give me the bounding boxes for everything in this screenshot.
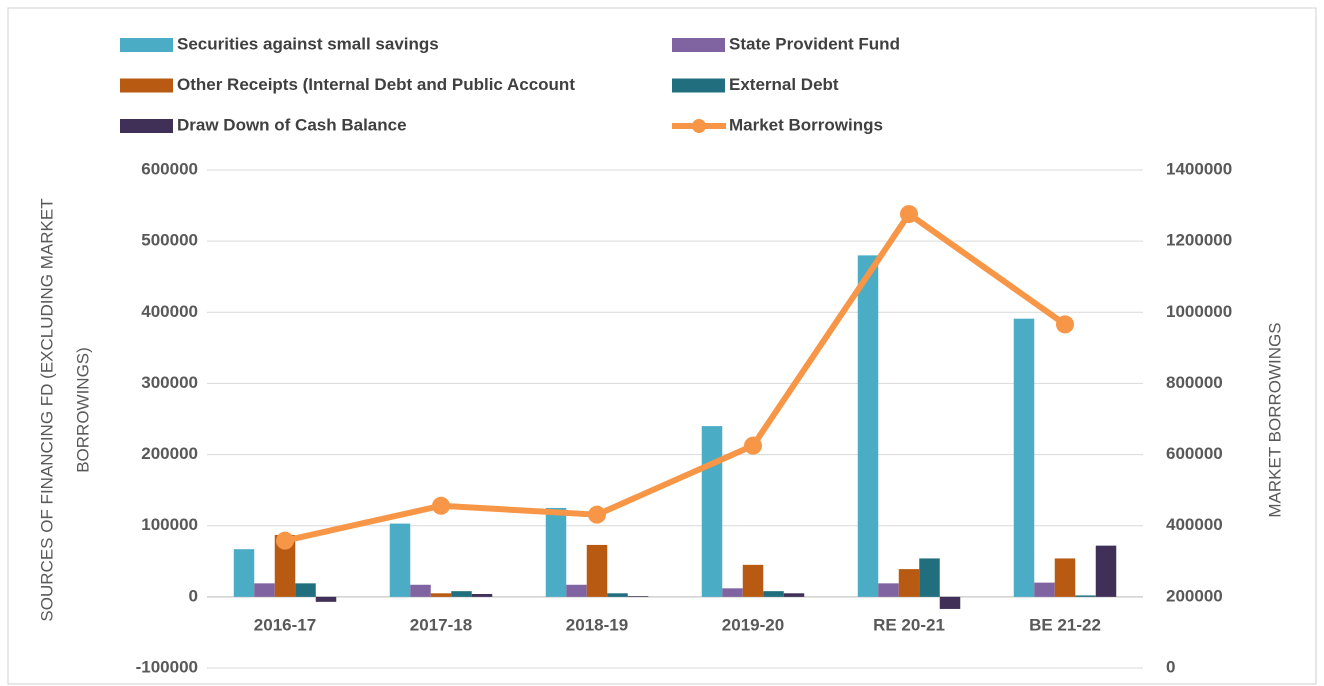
x-tick-label: 2016-17 <box>254 615 316 634</box>
y-tick-label: 0 <box>189 586 198 605</box>
y-tick-label: 100000 <box>141 515 198 534</box>
legend-swatch <box>672 78 725 93</box>
y-tick-label: 600000 <box>141 159 198 178</box>
y-tick-label: -100000 <box>136 657 198 676</box>
bar <box>742 564 764 597</box>
bar <box>878 583 899 597</box>
bar <box>274 534 296 597</box>
bar <box>898 569 920 597</box>
legend-swatch <box>120 38 173 52</box>
y2-tick-label: 600000 <box>1166 444 1223 463</box>
bar <box>545 507 567 597</box>
bar <box>389 523 411 597</box>
x-tick-label: BE 21-22 <box>1029 615 1101 634</box>
y-tick-label: 200000 <box>141 444 198 463</box>
bar <box>919 558 940 597</box>
y2-tick-label: 1200000 <box>1166 231 1232 250</box>
line-marker <box>276 531 294 550</box>
bar <box>586 544 608 597</box>
line-marker <box>900 205 918 224</box>
bar <box>783 593 805 597</box>
legend-label: Market Borrowings <box>729 115 883 134</box>
bar <box>857 255 879 597</box>
y2-tick-label: 800000 <box>1166 373 1223 392</box>
bar <box>1034 582 1055 597</box>
bar <box>254 583 275 597</box>
x-tick-label: 2017-18 <box>410 615 472 634</box>
bar <box>1054 558 1076 597</box>
y-axis-title: BORROWINGS) <box>73 347 92 473</box>
x-tick-label: 2019-20 <box>722 615 784 634</box>
legend-swatch <box>692 119 706 133</box>
y2-tick-label: 1400000 <box>1166 159 1232 178</box>
bar <box>410 584 431 597</box>
bar <box>701 426 723 597</box>
legend-label: External Debt <box>729 75 839 94</box>
bar <box>627 596 649 597</box>
y2-tick-label: 400000 <box>1166 515 1223 534</box>
bar <box>233 549 255 597</box>
legend-label: Securities against small savings <box>177 34 439 53</box>
bar <box>451 591 472 597</box>
legend-label: Other Receipts (Internal Debt and Public… <box>177 75 575 94</box>
legend-swatch <box>120 78 173 93</box>
line-marker <box>1056 315 1074 334</box>
line-marker <box>744 436 762 455</box>
y2-tick-label: 200000 <box>1166 586 1223 605</box>
legend-label: Draw Down of Cash Balance <box>177 115 407 134</box>
bar <box>566 584 587 597</box>
bar <box>939 596 961 609</box>
bar <box>430 593 452 597</box>
bar <box>763 591 784 597</box>
y2-tick-label: 1000000 <box>1166 302 1232 321</box>
bar <box>1013 318 1035 597</box>
y-tick-label: 500000 <box>141 231 198 250</box>
bar <box>315 596 337 602</box>
bar <box>1075 595 1096 597</box>
y-axis-title: SOURCES OF FINANCING FD (EXCLUDING MARKE… <box>37 198 56 621</box>
y-tick-label: 300000 <box>141 373 198 392</box>
x-tick-label: RE 20-21 <box>873 615 945 634</box>
bar <box>295 583 316 597</box>
bar <box>607 593 628 597</box>
y-tick-label: 400000 <box>141 302 198 321</box>
line <box>284 211 1067 544</box>
bar <box>722 588 743 597</box>
frame <box>7 7 1317 685</box>
line-marker <box>432 496 450 515</box>
bar <box>1095 545 1117 597</box>
line-marker <box>588 505 606 524</box>
legend-swatch <box>672 38 725 52</box>
legend-swatch <box>120 119 173 133</box>
bar <box>471 594 493 597</box>
y2-tick-label: 0 <box>1166 657 1175 676</box>
legend-label: State Provident Fund <box>729 34 900 53</box>
y2-axis-title: MARKET BORROWINGS <box>1265 322 1284 517</box>
x-tick-label: 2018-19 <box>566 615 628 634</box>
